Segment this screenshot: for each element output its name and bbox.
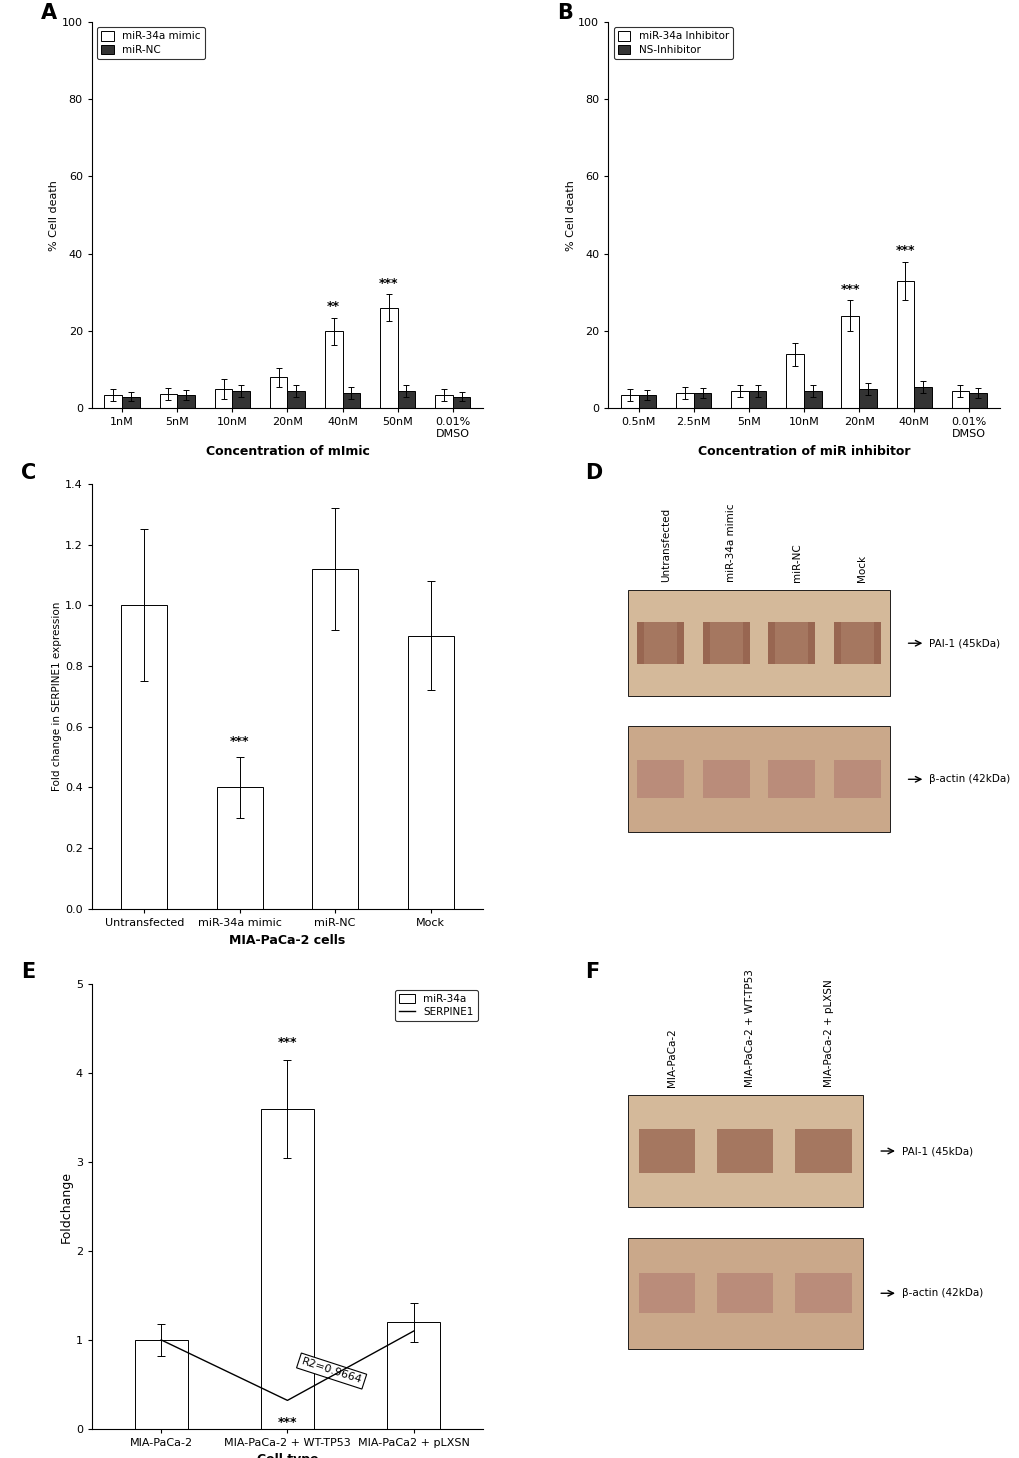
Bar bbox=[742, 623, 749, 665]
Bar bbox=[312, 569, 358, 908]
Bar bbox=[628, 1095, 862, 1207]
Text: β-actin (42kDa): β-actin (42kDa) bbox=[901, 1289, 982, 1298]
Text: R2=0.9664: R2=0.9664 bbox=[300, 1356, 363, 1385]
Bar bbox=[638, 1273, 695, 1314]
Bar bbox=[841, 315, 858, 408]
Text: E: E bbox=[21, 962, 36, 983]
Bar bbox=[702, 623, 709, 665]
Bar bbox=[452, 397, 470, 408]
Bar bbox=[177, 395, 195, 408]
Text: PAI-1 (45kDa): PAI-1 (45kDa) bbox=[901, 1146, 972, 1156]
Text: Mock: Mock bbox=[856, 554, 866, 582]
Text: miR-NC: miR-NC bbox=[791, 542, 801, 582]
Bar bbox=[767, 623, 814, 665]
Bar bbox=[214, 389, 232, 408]
X-axis label: Concentration of mImic: Concentration of mImic bbox=[205, 445, 369, 458]
Text: miR-34a mimic: miR-34a mimic bbox=[726, 503, 736, 582]
Bar bbox=[637, 623, 684, 665]
Bar bbox=[380, 308, 397, 408]
Bar bbox=[232, 391, 250, 408]
Bar bbox=[702, 760, 749, 799]
Legend: miR-34a, SERPINE1: miR-34a, SERPINE1 bbox=[394, 990, 478, 1022]
Bar bbox=[702, 623, 749, 665]
Bar bbox=[387, 1322, 440, 1429]
Bar bbox=[325, 331, 342, 408]
Bar bbox=[767, 623, 774, 665]
Text: Untransfected: Untransfected bbox=[660, 507, 669, 582]
Text: MIA-PaCa-2 + WT-TP53: MIA-PaCa-2 + WT-TP53 bbox=[745, 968, 754, 1086]
Bar bbox=[628, 1238, 862, 1349]
Bar bbox=[968, 394, 986, 408]
Bar bbox=[217, 787, 262, 908]
Text: ***: *** bbox=[895, 243, 914, 257]
Text: F: F bbox=[584, 962, 598, 983]
Bar bbox=[621, 395, 638, 408]
Text: ***: *** bbox=[277, 1416, 297, 1429]
Text: ***: *** bbox=[229, 735, 250, 748]
Bar bbox=[896, 281, 913, 408]
Bar bbox=[803, 391, 820, 408]
Bar bbox=[435, 395, 452, 408]
Bar bbox=[121, 605, 167, 908]
Text: MIA-PaCa-2: MIA-PaCa-2 bbox=[666, 1028, 677, 1086]
Bar bbox=[767, 760, 814, 799]
Legend: miR-34a mimic, miR-NC: miR-34a mimic, miR-NC bbox=[97, 28, 205, 58]
Bar bbox=[913, 388, 931, 408]
Text: D: D bbox=[584, 462, 601, 483]
Bar bbox=[637, 623, 643, 665]
Text: β-actin (42kDa): β-actin (42kDa) bbox=[928, 774, 1010, 784]
Bar bbox=[858, 389, 876, 408]
Bar bbox=[677, 623, 684, 665]
Text: B: B bbox=[557, 3, 573, 22]
Bar bbox=[873, 623, 880, 665]
Text: ***: *** bbox=[277, 1037, 297, 1050]
Bar bbox=[833, 623, 880, 665]
Bar bbox=[397, 391, 415, 408]
Y-axis label: Fold change in SERPINE1 expression: Fold change in SERPINE1 expression bbox=[52, 602, 62, 792]
Bar bbox=[408, 636, 453, 908]
Text: **: ** bbox=[327, 300, 340, 313]
Bar bbox=[786, 354, 803, 408]
Bar bbox=[638, 1128, 695, 1174]
Bar bbox=[676, 394, 693, 408]
Bar bbox=[261, 1108, 314, 1429]
Y-axis label: Foldchange: Foldchange bbox=[60, 1171, 72, 1242]
Bar bbox=[833, 760, 880, 799]
Text: MIA-PaCa-2 + pLXSN: MIA-PaCa-2 + pLXSN bbox=[822, 978, 833, 1086]
Text: PAI-1 (45kDa): PAI-1 (45kDa) bbox=[928, 639, 1000, 649]
X-axis label: Concentration of miR inhibitor: Concentration of miR inhibitor bbox=[697, 445, 909, 458]
Y-axis label: % Cell death: % Cell death bbox=[565, 179, 575, 251]
Bar bbox=[795, 1273, 851, 1314]
Bar bbox=[342, 394, 360, 408]
Text: C: C bbox=[21, 462, 37, 483]
Bar bbox=[833, 623, 840, 665]
Bar bbox=[159, 394, 177, 408]
Text: ***: *** bbox=[840, 283, 859, 296]
X-axis label: Cell type: Cell type bbox=[257, 1454, 318, 1458]
Y-axis label: % Cell death: % Cell death bbox=[49, 179, 59, 251]
Bar bbox=[951, 391, 968, 408]
Bar bbox=[270, 378, 287, 408]
Legend: miR-34a Inhibitor, NS-Inhibitor: miR-34a Inhibitor, NS-Inhibitor bbox=[612, 28, 733, 58]
Bar bbox=[628, 590, 890, 697]
X-axis label: MIA-PaCa-2 cells: MIA-PaCa-2 cells bbox=[229, 933, 345, 946]
Bar bbox=[748, 391, 765, 408]
Bar bbox=[795, 1128, 851, 1174]
Text: ***: *** bbox=[379, 277, 398, 290]
Bar bbox=[716, 1128, 772, 1174]
Bar bbox=[287, 391, 305, 408]
Bar bbox=[693, 394, 710, 408]
Bar bbox=[637, 760, 684, 799]
Bar bbox=[135, 1340, 187, 1429]
Bar bbox=[638, 395, 655, 408]
Bar bbox=[731, 391, 748, 408]
Bar bbox=[104, 395, 122, 408]
Bar bbox=[716, 1273, 772, 1314]
Bar bbox=[122, 397, 140, 408]
Bar bbox=[628, 726, 890, 833]
Text: A: A bbox=[41, 3, 57, 22]
Bar bbox=[807, 623, 814, 665]
